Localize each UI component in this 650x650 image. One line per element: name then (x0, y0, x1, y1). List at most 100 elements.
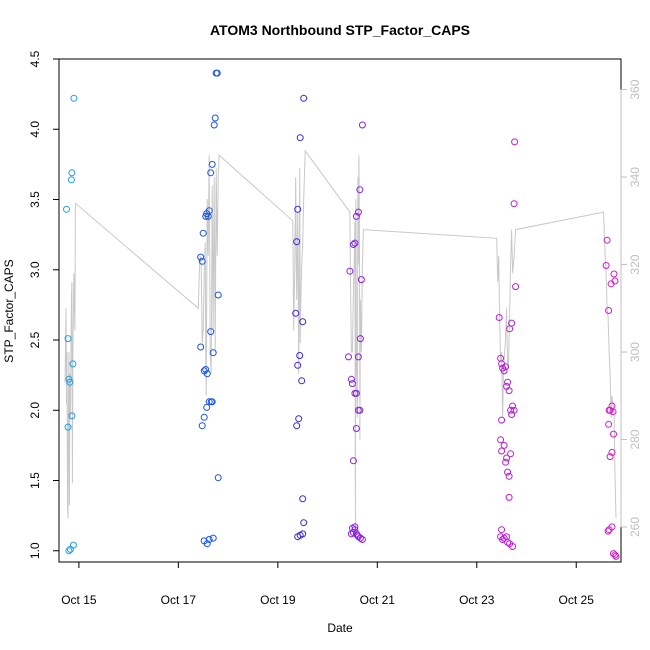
scatter-point-1 (203, 403, 211, 411)
scatter-point-1 (214, 291, 222, 299)
scatter-point-5 (610, 270, 618, 278)
right-tick-label: 320 (628, 254, 642, 274)
scatter-point-3 (358, 536, 366, 543)
scatter-point-1 (209, 349, 217, 357)
line-series-layer (64, 149, 617, 528)
scatter-point-5 (609, 408, 617, 416)
scatter-point-4 (511, 138, 519, 146)
scatter-point-5 (603, 236, 611, 244)
scatter-point-1 (208, 160, 216, 168)
x-tick-label: Oct 17 (161, 593, 197, 607)
scatter-point-5 (605, 406, 613, 414)
right-tick-label: 260 (628, 517, 642, 537)
scatter-point-0 (67, 176, 75, 184)
scatter-point-1 (210, 121, 218, 129)
scatter-point-5 (611, 551, 619, 559)
scatter-point-2 (296, 134, 304, 142)
scatter-point-2 (292, 309, 300, 317)
scatter-point-3 (356, 534, 364, 542)
scatter-point-3 (352, 425, 360, 432)
scatter-point-0 (64, 423, 72, 431)
scatter-point-1 (205, 536, 213, 543)
scatter-point-5 (608, 448, 616, 456)
scatter-point-1 (213, 69, 221, 77)
x-axis: Oct 15 Oct 17 Oct 19 Oct 21 Oct 23 Oct 25 (61, 561, 595, 607)
scatter-point-4 (512, 283, 520, 291)
scatter-point-4 (500, 441, 508, 449)
scatter-point-3 (348, 380, 356, 388)
scatter-point-2 (299, 495, 307, 503)
scatter-point-1 (198, 422, 206, 430)
scatter-point-2 (296, 352, 304, 359)
scatter-point-4 (502, 363, 510, 371)
scatter-point-4 (507, 406, 515, 414)
scatter-point-3 (352, 389, 360, 397)
scatter-point-5 (612, 552, 620, 560)
scatter-point-0 (68, 169, 76, 177)
left-tick-label: 2.0 (28, 402, 42, 419)
plot-frame (58, 58, 622, 563)
left-y-axis: 1.0 1.5 2.0 2.5 3.0 3.5 4.0 4.5 (28, 50, 60, 559)
scatter-points-layer (63, 69, 620, 560)
scatter-point-0 (68, 412, 76, 420)
scatter-point-5 (602, 262, 610, 269)
x-tick-label: Oct 21 (360, 593, 396, 607)
scatter-point-4 (498, 526, 506, 534)
scatter-point-0 (65, 547, 73, 555)
scatter-point-5 (606, 453, 614, 461)
scatter-point-3 (358, 121, 366, 129)
scatter-point-1 (205, 398, 213, 406)
scatter-point-5 (605, 420, 613, 428)
scatter-point-2 (293, 422, 301, 430)
scatter-point-1 (211, 114, 219, 122)
scatter-point-0 (70, 94, 78, 102)
left-tick-label: 3.0 (28, 261, 42, 278)
scatter-point-0 (69, 541, 77, 549)
scatter-point-2 (294, 205, 302, 213)
scatter-point-0 (65, 375, 73, 383)
scatter-point-2 (299, 530, 307, 538)
scatter-point-3 (349, 241, 357, 248)
scatter-point-3 (352, 212, 360, 220)
x-tick-label: Oct 19 (260, 593, 296, 607)
scatter-point-4 (498, 416, 506, 424)
scatter-point-4 (509, 543, 517, 550)
scatter-point-4 (508, 319, 516, 327)
scatter-point-3 (354, 353, 362, 361)
scatter-point-1 (209, 534, 217, 542)
x-axis-label: Date (327, 621, 353, 635)
y-axis-label: STP_Factor_CAPS (2, 259, 16, 362)
scatter-point-2 (294, 361, 302, 369)
x-tick-label: Oct 25 (559, 593, 595, 607)
scatter-point-2 (300, 94, 308, 102)
right-tick-label: 360 (628, 79, 642, 99)
left-tick-label: 1.0 (28, 542, 42, 559)
left-tick-label: 4.5 (28, 50, 42, 67)
scatter-point-3 (349, 457, 357, 465)
scatter-point-4 (502, 458, 510, 466)
scatter-point-0 (63, 205, 70, 213)
scatter-point-4 (509, 402, 517, 410)
scatter-point-1 (203, 370, 211, 378)
scatter-point-1 (207, 328, 215, 336)
right-tick-label: 340 (628, 167, 642, 187)
scatter-point-4 (495, 314, 503, 321)
scatter-point-4 (505, 493, 513, 501)
scatter-point-4 (497, 436, 505, 444)
scatter-point-3 (351, 523, 359, 531)
scatter-point-1 (208, 398, 216, 406)
chart-title: ATOM3 Northbound STP_Factor_CAPS (210, 22, 470, 38)
scatter-point-5 (611, 277, 619, 285)
right-tick-label: 280 (628, 429, 642, 449)
scatter-point-3 (356, 186, 364, 194)
scatter-point-3 (351, 239, 359, 247)
right-y-axis: 260 280 300 320 340 360 (620, 79, 642, 537)
x-tick-label: Oct 15 (61, 593, 97, 607)
scatter-point-5 (605, 307, 613, 314)
scatter-point-3 (346, 267, 354, 275)
scatter-point-4 (507, 450, 515, 458)
x-tick-label: Oct 23 (459, 593, 495, 607)
left-tick-label: 2.5 (28, 331, 42, 348)
scatter-point-1 (199, 229, 207, 237)
